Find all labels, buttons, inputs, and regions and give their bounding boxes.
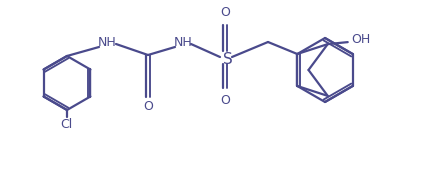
Text: O: O	[220, 6, 230, 19]
Text: O: O	[143, 100, 153, 113]
Text: S: S	[223, 52, 233, 66]
Text: O: O	[220, 94, 230, 107]
Text: Cl: Cl	[60, 118, 72, 131]
Text: OH: OH	[351, 33, 370, 46]
Text: NH: NH	[97, 35, 117, 49]
Text: NH: NH	[174, 35, 192, 49]
